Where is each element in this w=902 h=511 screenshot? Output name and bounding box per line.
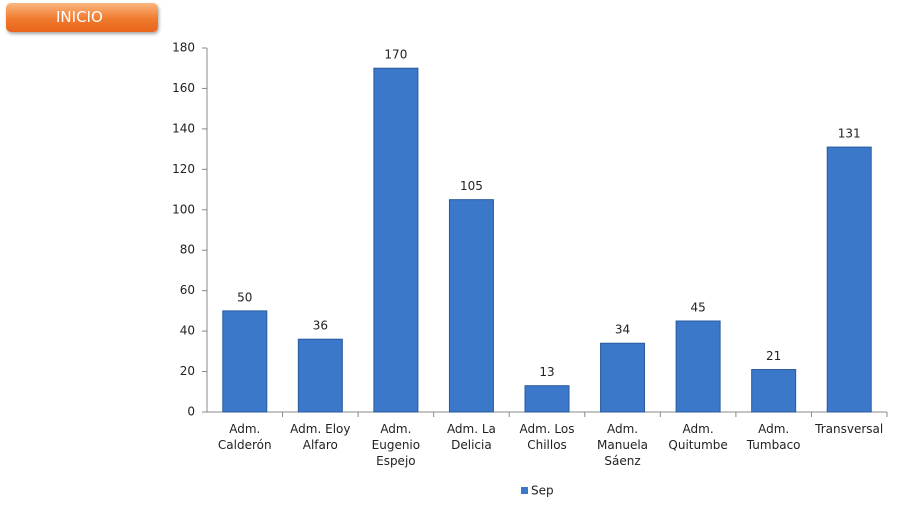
y-tick-label: 20 — [180, 364, 195, 378]
value-label: 131 — [838, 127, 861, 141]
y-tick-label: 60 — [180, 283, 195, 297]
y-tick-label: 40 — [180, 324, 195, 338]
bar — [524, 385, 570, 413]
y-tick-label: 180 — [172, 41, 195, 55]
x-tick-label: Adm. Eloy Alfaro — [290, 422, 351, 452]
value-label: 13 — [539, 365, 554, 379]
x-tick-label: Adm. La Delicia — [446, 422, 496, 452]
bar — [600, 342, 646, 413]
x-tick-label: Adm. Quitumbe — [668, 422, 728, 452]
y-tick-label: 160 — [172, 81, 195, 95]
value-label: 50 — [237, 290, 252, 304]
bar — [222, 310, 268, 413]
value-label: 105 — [460, 179, 483, 193]
bar — [373, 67, 419, 413]
y-tick-label: 120 — [172, 162, 195, 176]
bar — [675, 320, 721, 413]
value-label: 21 — [766, 349, 781, 363]
inicio-button[interactable]: INICIO — [6, 3, 158, 32]
x-tick-label: Adm. Eugenio Espejo — [371, 422, 421, 468]
x-tick-label: Adm. Los Chillos — [519, 422, 575, 452]
x-tick-label: Transversal — [815, 422, 884, 436]
value-label: 36 — [313, 319, 328, 333]
y-tick-label: 80 — [180, 243, 195, 257]
bar — [448, 199, 494, 413]
y-tick-label: 100 — [172, 202, 195, 216]
value-label: 170 — [384, 48, 407, 62]
value-label: 45 — [690, 301, 705, 315]
legend-label: Sep — [531, 484, 554, 498]
y-tick-label: 0 — [187, 405, 195, 419]
bar — [751, 369, 797, 413]
y-tick-label: 140 — [172, 121, 195, 135]
x-tick-label: Adm. Calderón — [217, 422, 272, 452]
x-tick-label: Adm. Tumbaco — [746, 422, 801, 452]
bar — [297, 338, 343, 413]
legend-swatch — [521, 487, 528, 494]
value-label: 34 — [615, 323, 630, 337]
bar — [826, 146, 872, 413]
x-tick-label: Adm. Manuela Sáenz — [597, 422, 649, 468]
